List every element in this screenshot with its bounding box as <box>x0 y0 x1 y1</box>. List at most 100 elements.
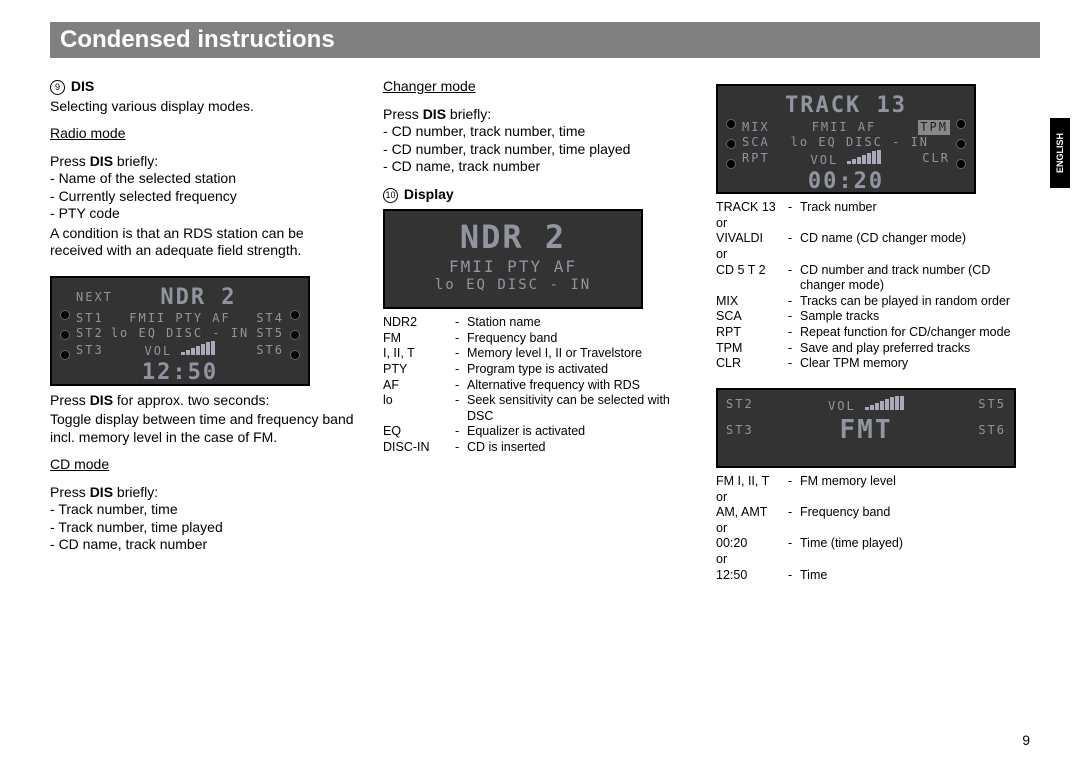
legend-dash: - <box>788 568 800 584</box>
legend-dash: - <box>455 346 467 362</box>
legend-row: RPT-Repeat function for CD/changer mode <box>716 325 1036 341</box>
legend-term: FM I, II, T <box>716 474 788 490</box>
dis-long-press: Press DIS for approx. two seconds: <box>50 392 355 410</box>
text: Press <box>50 153 90 169</box>
volume-bars-icon <box>865 396 904 410</box>
lcd-label: ST1 <box>76 311 104 326</box>
lcd-label: NEXT <box>76 290 113 305</box>
section-number-9: 9 <box>50 80 65 95</box>
legend-term: or <box>716 247 788 263</box>
lcd-line: FMII PTY AF <box>393 257 633 277</box>
lcd-time: 12:50 <box>142 359 218 387</box>
legend-dash: - <box>788 356 800 372</box>
legend-term: 00:20 <box>716 536 788 552</box>
list-item: CD name, track number <box>50 536 355 554</box>
legend-row: or <box>716 216 1036 232</box>
legend-dash: - <box>788 536 800 552</box>
legend-def: Frequency band <box>800 505 1036 521</box>
volume-bars-icon <box>847 150 881 164</box>
dis-bold: DIS <box>90 392 113 408</box>
lcd-line: lo EQ DISC - IN <box>393 277 633 295</box>
legend-def: Tracks can be played in random order <box>800 294 1036 310</box>
legend-term: EQ <box>383 424 455 440</box>
legend-term: CLR <box>716 356 788 372</box>
list-item: CD name, track number <box>383 158 688 176</box>
text: briefly: <box>113 484 158 500</box>
text: Press <box>50 392 90 408</box>
legend-term: RPT <box>716 325 788 341</box>
legend-dash: - <box>788 200 800 216</box>
lcd-label: ST3 <box>726 423 754 438</box>
language-tab: ENGLISH <box>1050 118 1070 188</box>
lcd-time: 00:20 <box>808 168 884 196</box>
page-number: 9 <box>1022 732 1030 748</box>
track-legend: TRACK 13-Track numberorVIVALDI-CD name (… <box>716 200 1036 372</box>
text: briefly: <box>113 153 158 169</box>
section-number-10: 10 <box>383 188 398 203</box>
text: for approx. two seconds: <box>113 392 269 408</box>
text: Press <box>383 106 423 122</box>
lcd-main: FMT <box>840 414 893 447</box>
legend-def: Memory level I, II or Travelstore <box>467 346 688 362</box>
legend-row: FM I, II, T-FM memory level <box>716 474 1036 490</box>
page: Condensed instructions ENGLISH 9 DIS Sel… <box>0 0 1080 762</box>
display-legend: NDR2-Station nameFM-Frequency bandI, II,… <box>383 315 688 456</box>
legend-row: AF-Alternative frequency with RDS <box>383 378 688 394</box>
legend-row: I, II, T-Memory level I, II or Travelsto… <box>383 346 688 362</box>
legend-term: SCA <box>716 309 788 325</box>
legend-dash: - <box>788 294 800 310</box>
lcd-vol: VOL <box>811 153 839 167</box>
page-title-bar: Condensed instructions <box>50 22 1040 58</box>
lcd-line: lo EQ DISC - IN <box>111 326 249 341</box>
display-image-radio: NEXT NDR 2 ST1 FMII PTY AF ST4 ST2 lo EQ… <box>50 276 310 386</box>
legend-row: CD 5 T 2-CD number and track number (CD … <box>716 263 1036 294</box>
list-item: PTY code <box>50 205 355 223</box>
lcd-vol: VOL <box>828 399 856 413</box>
lcd-label: ST4 <box>256 311 284 326</box>
text: briefly: <box>446 106 491 122</box>
legend-row: TRACK 13-Track number <box>716 200 1036 216</box>
legend-dash: - <box>455 331 467 347</box>
legend-row: AM, AMT-Frequency band <box>716 505 1036 521</box>
lcd-line: FMII AF <box>812 120 877 135</box>
cd-mode-heading: CD mode <box>50 456 355 474</box>
legend-row: or <box>716 490 1036 506</box>
legend-term: FM <box>383 331 455 347</box>
legend-row: or <box>716 521 1036 537</box>
legend-def: Repeat function for CD/changer mode <box>800 325 1036 341</box>
legend-term: VIVALDI <box>716 231 788 247</box>
legend-row: CLR-Clear TPM memory <box>716 356 1036 372</box>
legend-row: lo-Seek sensitivity can be selected with… <box>383 393 688 424</box>
dis-bold: DIS <box>423 106 446 122</box>
legend-def: Track number <box>800 200 1036 216</box>
section-dis-heading: 9 DIS <box>50 78 355 96</box>
legend-row: FM-Frequency band <box>383 331 688 347</box>
legend-row: or <box>716 247 1036 263</box>
lcd-label: ST2 <box>726 397 754 412</box>
legend-term: AM, AMT <box>716 505 788 521</box>
legend-dash: - <box>788 325 800 341</box>
legend-term: DISC-IN <box>383 440 455 456</box>
lcd-line: lo EQ DISC - IN <box>791 135 929 150</box>
section-dis-label: DIS <box>71 78 94 94</box>
legend-def: Equalizer is activated <box>467 424 688 440</box>
legend-term: CD 5 T 2 <box>716 263 788 294</box>
lcd-label: ST6 <box>256 343 284 358</box>
list-item: CD number, track number, time <box>383 123 688 141</box>
legend-def: CD is inserted <box>467 440 688 456</box>
lcd-tpm: TPM <box>918 120 950 135</box>
legend-row: MIX-Tracks can be played in random order <box>716 294 1036 310</box>
legend-term: or <box>716 521 788 537</box>
legend-dash: - <box>455 362 467 378</box>
legend-def: CD name (CD changer mode) <box>800 231 1036 247</box>
volume-bars-icon <box>181 341 215 355</box>
radio-mode-condition: A condition is that an RDS station can b… <box>50 225 355 260</box>
display-image-fmt: ST2 VOL ST5 ST3 FMT ST6 <box>716 388 1016 468</box>
legend-row: EQ-Equalizer is activated <box>383 424 688 440</box>
display-image-track: TRACK 13 MIX FMII AF TPM SCA lo EQ DISC … <box>716 84 976 194</box>
dis-subtitle: Selecting various display modes. <box>50 98 355 116</box>
lcd-vol: VOL <box>145 344 173 358</box>
lcd-label: ST6 <box>978 423 1006 438</box>
section-display-heading: 10 Display <box>383 186 688 204</box>
section-display-label: Display <box>404 186 454 202</box>
